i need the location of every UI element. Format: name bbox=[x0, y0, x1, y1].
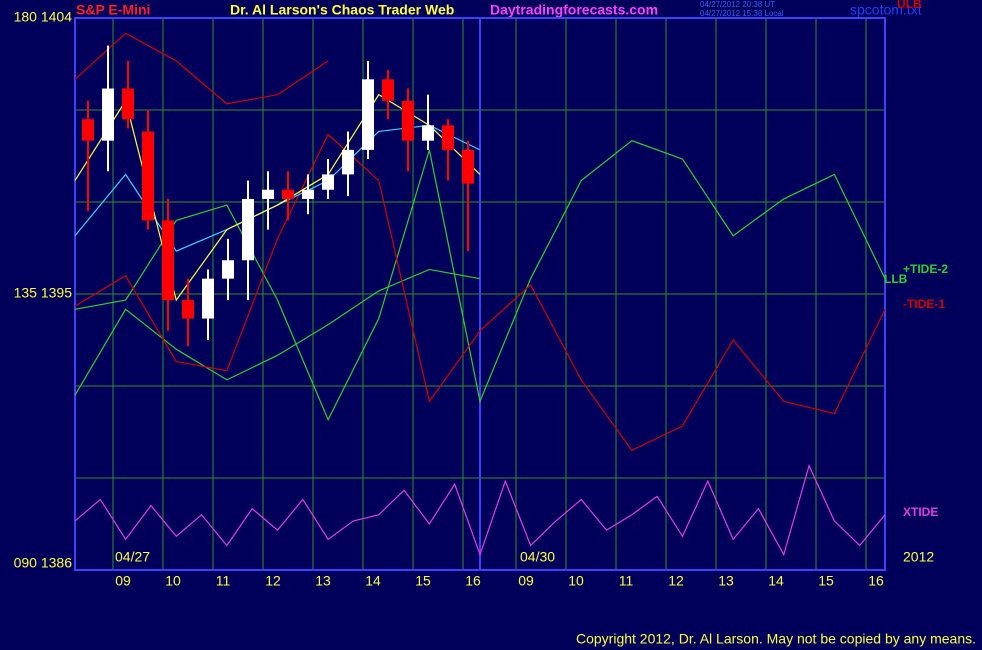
y-tick-label: 135 1395 bbox=[14, 285, 73, 301]
candle-body bbox=[82, 119, 94, 141]
legend-label: +TIDE-2 bbox=[903, 262, 948, 276]
x-tick-label: 11 bbox=[619, 573, 634, 589]
x-tick-label: 15 bbox=[818, 573, 834, 589]
candle-body bbox=[142, 131, 154, 221]
x-tick-label: 13 bbox=[718, 573, 734, 589]
candle-body bbox=[462, 149, 474, 184]
x-tick-label: 13 bbox=[315, 573, 331, 589]
x-tick-label: 14 bbox=[365, 573, 381, 589]
x-tick-label: 14 bbox=[768, 573, 784, 589]
y-tick-label: 090 1386 bbox=[14, 555, 73, 571]
site: Daytradingforecasts.com bbox=[490, 2, 658, 18]
cycle-line bbox=[74, 139, 886, 422]
candle-body bbox=[442, 125, 454, 150]
cycle-line bbox=[74, 133, 886, 452]
date-label: 04/27 bbox=[115, 549, 150, 565]
candle-body bbox=[362, 79, 374, 150]
y-tick-label: 180 1404 bbox=[14, 9, 73, 25]
x-tick-label: 16 bbox=[465, 573, 481, 589]
candle-body bbox=[102, 88, 114, 141]
candle-body bbox=[182, 300, 194, 319]
candle-body bbox=[382, 79, 394, 101]
legend-label: LLB bbox=[884, 272, 908, 286]
cycle-line bbox=[74, 464, 886, 557]
copyright: Copyright 2012, Dr. Al Larson. May not b… bbox=[576, 631, 976, 647]
candle-body bbox=[122, 88, 134, 120]
x-tick-label: 10 bbox=[165, 573, 181, 589]
timestamp: 04/27/2012 15:38 Local bbox=[700, 9, 784, 18]
date-label: 2012 bbox=[903, 549, 934, 565]
timestamp: 04/27/2012 20:38 UT bbox=[700, 0, 775, 9]
candle-body bbox=[242, 198, 254, 261]
file-name: spcotom.txt bbox=[850, 2, 922, 18]
candle-body bbox=[302, 189, 314, 199]
legend-label: -TIDE-1 bbox=[903, 297, 945, 311]
chart-title: Dr. Al Larson's Chaos Trader Web bbox=[230, 2, 454, 18]
x-tick-label: 09 bbox=[115, 573, 131, 589]
cycle-line bbox=[74, 32, 329, 105]
candle-body bbox=[402, 100, 414, 141]
x-tick-label: 11 bbox=[216, 573, 231, 589]
x-tick-label: 10 bbox=[568, 573, 584, 589]
candle-body bbox=[342, 149, 354, 175]
candle-body bbox=[202, 278, 214, 319]
candle-body bbox=[322, 174, 334, 190]
instrument: S&P E-Mini bbox=[76, 2, 150, 18]
candle-body bbox=[282, 189, 294, 199]
x-tick-label: 09 bbox=[518, 573, 534, 589]
candle-body bbox=[422, 125, 434, 141]
date-label: 04/30 bbox=[520, 549, 555, 565]
cycle-line bbox=[74, 268, 481, 396]
x-tick-label: 12 bbox=[668, 573, 684, 589]
legend-label: XTIDE bbox=[903, 505, 938, 519]
candle-body bbox=[222, 260, 234, 279]
x-tick-label: 15 bbox=[415, 573, 431, 589]
legend-label: ULB bbox=[897, 0, 922, 11]
candle-body bbox=[262, 189, 274, 199]
x-tick-label: 16 bbox=[868, 573, 884, 589]
x-tick-label: 12 bbox=[265, 573, 281, 589]
candle-body bbox=[162, 220, 174, 301]
